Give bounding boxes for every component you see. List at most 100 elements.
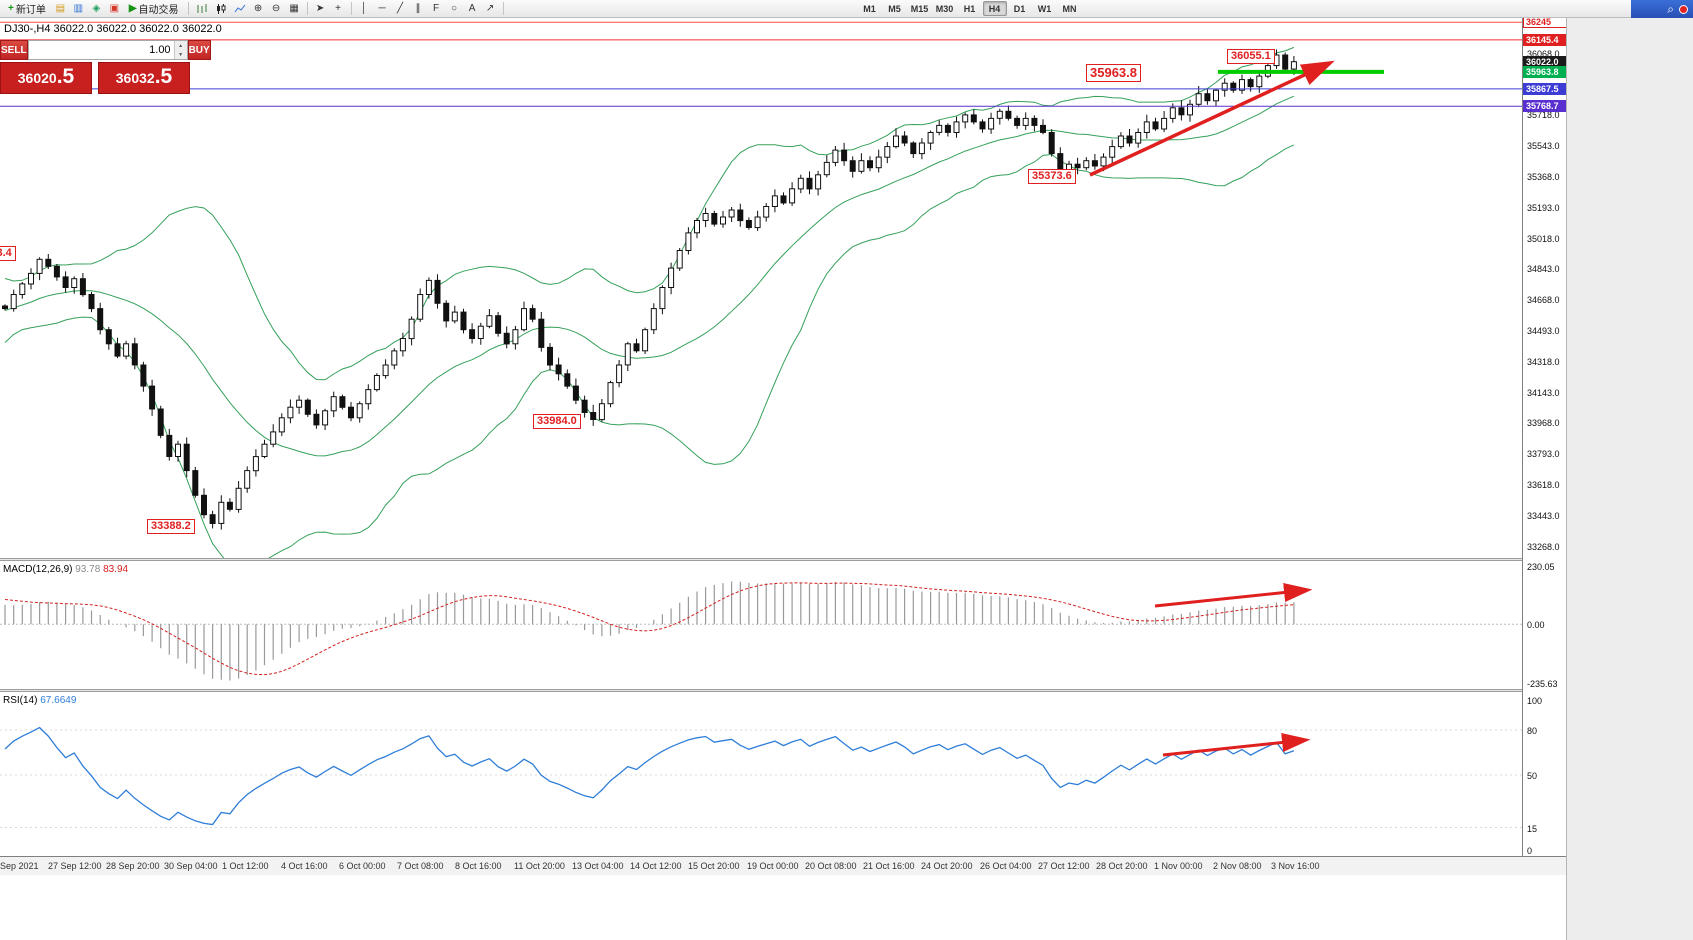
price-axis-tick: 34318.0: [1527, 357, 1560, 367]
price-annotation[interactable]: 35963.8: [1086, 64, 1141, 82]
terminal-icon: ▣: [109, 2, 120, 14]
price-axis-tick: 33618.0: [1527, 480, 1560, 490]
timeframe-m5[interactable]: M5: [883, 1, 907, 16]
buy-button[interactable]: BUY: [187, 40, 211, 60]
market-watch-button[interactable]: ▤: [52, 1, 69, 17]
timeframe-w1[interactable]: W1: [1033, 1, 1057, 16]
price-axis-tick: 34493.0: [1527, 326, 1560, 336]
horizontal-line-tool-button[interactable]: ─: [374, 1, 391, 17]
macd-axis-tick: -235.63: [1527, 679, 1558, 689]
cursor-button[interactable]: ➤: [312, 1, 329, 17]
navigator-button[interactable]: ◈: [88, 1, 105, 17]
trend-arrow[interactable]: [1089, 60, 1335, 177]
notification-dot[interactable]: [1679, 4, 1688, 14]
price-axis-tick: 34668.0: [1527, 295, 1560, 305]
buy-price-button[interactable]: 36032.5: [98, 62, 190, 94]
chart-ohlc-header: DJ30-,H4 36022.0 36022.0 36022.0 36022.0: [4, 23, 222, 35]
shapes-tool-button[interactable]: ○: [446, 1, 463, 17]
data-window-button[interactable]: ▥: [70, 1, 87, 17]
fibonacci-tool-button[interactable]: F: [428, 1, 445, 17]
time-axis-label: 26 Oct 04:00: [980, 861, 1032, 871]
chart-window: 34933.4 33388.2 33984.0 35373.6 35963.8 36055…: [0, 18, 1566, 875]
volume-down-icon[interactable]: ▼: [174, 50, 187, 59]
macd-panel[interactable]: [0, 561, 1522, 689]
time-axis-label: 30 Sep 04:00: [164, 861, 218, 871]
channel-tool-button[interactable]: ∥: [410, 1, 427, 17]
price-annotation[interactable]: 34933.4: [0, 246, 16, 261]
price-label-blue: 35867.5: [1523, 83, 1566, 95]
time-axis-label: 27 Oct 12:00: [1038, 861, 1090, 871]
candlestick-chart-type-button[interactable]: [212, 1, 230, 17]
panel-separator[interactable]: [0, 558, 1566, 561]
price-annotation[interactable]: 33984.0: [533, 414, 581, 429]
bar-chart-type-button[interactable]: [193, 1, 211, 17]
timeframe-h1[interactable]: H1: [958, 1, 982, 16]
price-label-green: 35963.8: [1523, 66, 1566, 78]
price-annotation[interactable]: 35373.6: [1028, 169, 1076, 184]
search-icon[interactable]: ⌕: [1667, 2, 1674, 16]
trendline-icon: ╱: [397, 2, 404, 14]
tile-windows-icon: ▦: [289, 2, 299, 14]
vertical-line-icon: │: [360, 2, 368, 14]
rsi-line: [4, 726, 1295, 826]
text-tool-button[interactable]: A: [464, 1, 481, 17]
new-order-button[interactable]: + 新订单: [3, 1, 51, 17]
arrows-tool-button[interactable]: ↗: [482, 1, 499, 17]
sell-button[interactable]: SELL: [0, 40, 28, 60]
price-axis-tick: 33793.0: [1527, 449, 1560, 459]
tile-windows-button[interactable]: ▦: [286, 1, 303, 17]
timeframe-m15[interactable]: M15: [908, 1, 932, 16]
buy-price-int: 36032: [115, 70, 155, 86]
rsi-panel[interactable]: [0, 692, 1522, 854]
toolbar-separator: [306, 2, 308, 15]
auto-trading-button[interactable]: ▶ 自动交易: [124, 1, 184, 17]
bull-candles: [10, 54, 1297, 524]
volume-up-icon[interactable]: ▲: [174, 41, 187, 50]
time-axis-label: 15 Oct 20:00: [688, 861, 740, 871]
time-axis-label: 7 Oct 08:00: [397, 861, 444, 871]
price-axis-tick: 34143.0: [1527, 388, 1560, 398]
time-axis-label: 11 Oct 20:00: [514, 861, 565, 871]
zoom-in-icon: ⊕: [253, 2, 263, 14]
macd-axis-tick: 0.00: [1527, 620, 1545, 630]
price-axis-tick: 35368.0: [1527, 172, 1560, 182]
price-annotation[interactable]: 36055.1: [1227, 49, 1275, 64]
macd-indicator-label: MACD(12,26,9) 93.78 83.94: [3, 564, 128, 575]
horizontal-line-icon: ─: [378, 2, 386, 14]
sell-price-button[interactable]: 36020.5: [0, 62, 92, 94]
time-axis-label: Sep 2021: [0, 861, 39, 871]
timeframe-m1[interactable]: M1: [858, 1, 882, 16]
zoom-out-button[interactable]: ⊖: [268, 1, 285, 17]
trendline-tool-button[interactable]: ╱: [392, 1, 409, 17]
line-chart-type-button[interactable]: [231, 1, 249, 17]
rsi-axis-tick: 0: [1527, 846, 1533, 856]
price-annotation[interactable]: 33388.2: [147, 519, 195, 534]
rsi-name: RSI(14): [3, 695, 38, 706]
time-axis-label: 8 Oct 16:00: [455, 861, 502, 871]
toolbar-separator: [502, 2, 504, 15]
price-axis[interactable]: 36068.0 35718.0 35543.0 35368.0 35193.0 35018…: [1522, 18, 1566, 856]
time-axis-label: 3 Nov 16:00: [1271, 861, 1320, 871]
crosshair-button[interactable]: +: [330, 1, 347, 17]
data-window-icon: ▥: [73, 2, 84, 14]
rsi-axis-tick: 15: [1527, 824, 1538, 834]
vertical-line-tool-button[interactable]: │: [356, 1, 373, 17]
panel-separator[interactable]: [0, 689, 1566, 692]
time-axis-label: 24 Oct 20:00: [921, 861, 973, 871]
volume-input[interactable]: [28, 41, 174, 59]
timeframe-d1[interactable]: D1: [1008, 1, 1032, 16]
time-axis[interactable]: Sep 2021 27 Sep 12:00 28 Sep 20:00 30 Sep 0…: [0, 856, 1566, 875]
zoom-in-button[interactable]: ⊕: [250, 1, 267, 17]
terminal-button[interactable]: ▣: [106, 1, 123, 17]
timeframe-m30[interactable]: M30: [933, 1, 957, 16]
line-chart-icon: [234, 4, 245, 12]
price-axis-tick: 33268.0: [1527, 542, 1560, 552]
macd-signal-value: 83.94: [103, 564, 129, 575]
trend-arrow[interactable]: [1154, 582, 1313, 608]
trend-arrow[interactable]: [1162, 732, 1311, 757]
timeframe-mn[interactable]: MN: [1058, 1, 1082, 16]
main-price-chart[interactable]: [0, 18, 1522, 558]
time-axis-label: 20 Oct 08:00: [805, 861, 857, 871]
timeframe-h4[interactable]: H4: [982, 1, 1007, 16]
